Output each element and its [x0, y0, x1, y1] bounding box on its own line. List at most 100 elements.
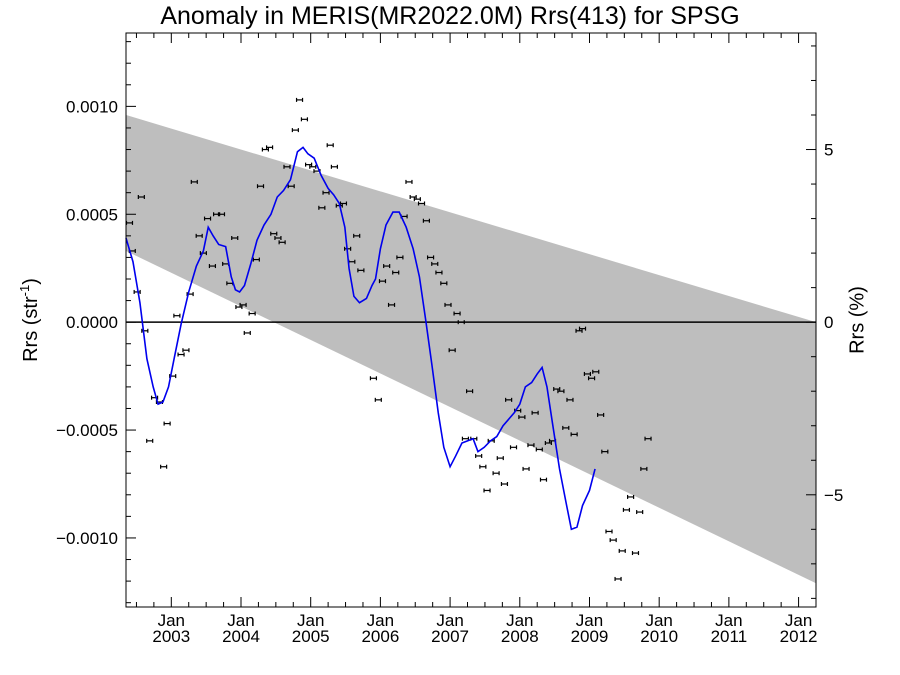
data-point — [496, 456, 504, 461]
data-point — [605, 529, 613, 534]
x-tick-year: 2010 — [640, 627, 678, 646]
y-axis-label-exponent: -1 — [17, 284, 33, 297]
data-point — [378, 279, 387, 284]
data-point — [199, 251, 207, 256]
data-point — [252, 257, 260, 262]
x-tick-month: Jan — [227, 611, 254, 630]
data-point — [640, 466, 648, 471]
trend-line — [125, 146, 596, 531]
data-point — [217, 212, 226, 217]
data-point — [396, 255, 404, 260]
data-point — [274, 236, 282, 240]
data-point — [618, 548, 626, 553]
x-tick-year: 2005 — [292, 627, 330, 646]
data-point — [575, 328, 583, 333]
data-point — [309, 164, 317, 169]
data-point — [369, 376, 378, 381]
data-point — [531, 410, 539, 415]
x-tick-month: Jan — [645, 611, 672, 630]
data-point — [622, 507, 631, 512]
data-point — [235, 305, 243, 310]
data-point — [208, 264, 217, 269]
data-point — [387, 302, 396, 307]
data-point — [583, 371, 591, 376]
x-tick-month: Jan — [436, 611, 463, 630]
data-point — [527, 443, 535, 448]
data-point — [195, 233, 203, 238]
data-point — [160, 464, 168, 469]
data-point — [163, 421, 171, 426]
data-point — [405, 179, 413, 184]
data-point — [535, 447, 543, 452]
data-point — [353, 233, 361, 238]
x-tick-month: Jan — [785, 611, 812, 630]
data-point — [592, 369, 600, 374]
data-point — [557, 389, 565, 394]
y2-tick-label: 0 — [824, 313, 833, 332]
data-point — [173, 313, 181, 318]
data-point — [283, 164, 291, 169]
data-point — [177, 352, 185, 357]
data-point — [146, 438, 154, 443]
data-point — [566, 397, 574, 402]
chart-title: Anomaly in MERIS(MR2022.0M) Rrs(413) for… — [160, 2, 740, 30]
axis-ticks: 0.00100.00050.0000−0.0005−0.001050−5Jan2… — [56, 33, 843, 646]
x-tick-year: 2007 — [431, 627, 469, 646]
data-point — [440, 281, 448, 286]
data-point — [291, 128, 299, 133]
data-point — [190, 179, 198, 184]
data-point — [636, 510, 644, 515]
data-point — [305, 162, 313, 167]
data-point — [518, 415, 526, 420]
data-point — [374, 397, 382, 402]
x-tick-month: Jan — [297, 611, 324, 630]
data-point — [601, 449, 609, 454]
data-point — [326, 143, 334, 148]
data-point — [295, 97, 304, 102]
x-tick-year: 2009 — [571, 627, 609, 646]
x-tick-month: Jan — [367, 611, 394, 630]
data-point — [453, 311, 461, 316]
data-point — [392, 270, 400, 275]
data-point — [544, 441, 552, 445]
data-point — [137, 195, 145, 199]
x-tick-year: 2008 — [501, 627, 539, 646]
data-point — [614, 576, 622, 581]
data-point — [422, 218, 430, 223]
y-axis-label-text: Rrs (str — [19, 296, 42, 362]
data-point — [278, 240, 286, 245]
data-point — [509, 445, 518, 450]
data-point — [539, 477, 548, 482]
x-tick-year: 2004 — [222, 627, 260, 646]
data-point — [500, 482, 509, 486]
y-tick-label: −0.0010 — [56, 529, 118, 548]
data-point — [457, 320, 465, 325]
data-point — [492, 471, 500, 476]
data-point — [444, 302, 452, 307]
data-point — [339, 201, 348, 206]
data-point — [570, 432, 578, 437]
data-point — [597, 412, 605, 417]
data-point — [479, 464, 487, 469]
data-point — [133, 289, 141, 294]
data-point — [562, 425, 570, 430]
data-point — [435, 270, 443, 275]
x-tick-month: Jan — [576, 611, 603, 630]
x-tick-year: 2011 — [711, 627, 748, 646]
data-point — [505, 397, 513, 402]
data-point — [322, 190, 330, 195]
data-point — [330, 164, 338, 169]
x-tick-year: 2006 — [361, 627, 399, 646]
y-tick-label: 0.0005 — [66, 205, 118, 224]
y-tick-label: −0.0005 — [56, 421, 118, 440]
x-tick-month: Jan — [158, 611, 185, 630]
data-point — [522, 466, 530, 471]
data-point — [631, 551, 640, 556]
data-point — [287, 184, 295, 189]
y2-tick-label: −5 — [824, 486, 843, 505]
data-point — [182, 348, 190, 353]
data-point — [409, 195, 417, 199]
data-point — [431, 261, 439, 266]
data-point — [448, 348, 456, 353]
